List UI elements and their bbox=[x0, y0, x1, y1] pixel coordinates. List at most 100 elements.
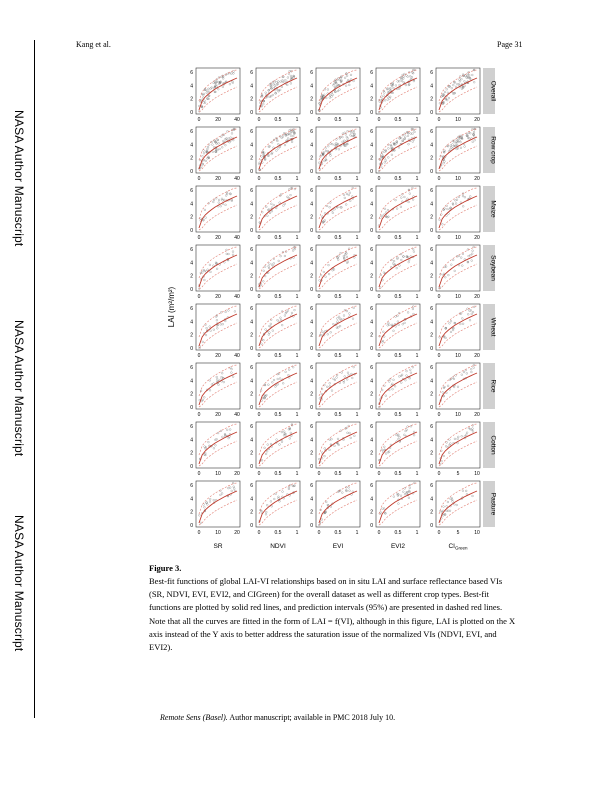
data-point bbox=[292, 76, 295, 79]
best-fit-line bbox=[378, 372, 418, 406]
data-point bbox=[453, 322, 456, 325]
y-tick-label: 4 bbox=[190, 83, 193, 89]
data-point bbox=[381, 507, 384, 510]
data-point bbox=[387, 90, 390, 93]
y-tick-label: 2 bbox=[310, 215, 313, 221]
prediction-interval-lower bbox=[438, 204, 478, 231]
y-axis-title: LAI (m²/m²) bbox=[167, 286, 176, 327]
prediction-interval-lower bbox=[438, 145, 478, 172]
data-point bbox=[224, 434, 227, 437]
figure-caption: Best-fit functions of global LAI-VI rela… bbox=[149, 575, 516, 654]
data-point bbox=[275, 438, 278, 441]
data-point bbox=[268, 325, 271, 328]
prediction-interval-lower bbox=[318, 263, 358, 290]
data-point bbox=[394, 84, 397, 87]
y-tick-label: 6 bbox=[310, 365, 313, 371]
data-point bbox=[201, 398, 204, 401]
x-tick-label: 1 bbox=[356, 176, 359, 182]
data-point bbox=[448, 509, 452, 512]
x-axis-title: NDVI bbox=[270, 543, 286, 550]
panel-frame bbox=[255, 421, 301, 469]
data-point bbox=[211, 150, 214, 153]
y-tick-label: 6 bbox=[250, 70, 253, 76]
data-point bbox=[286, 309, 290, 312]
data-point bbox=[344, 253, 347, 256]
y-tick-label: 0 bbox=[310, 405, 313, 411]
data-point bbox=[349, 129, 352, 133]
x-tick-label: 10 bbox=[215, 530, 221, 536]
data-point bbox=[220, 376, 223, 379]
data-point bbox=[468, 74, 471, 77]
data-point bbox=[442, 514, 445, 517]
data-point bbox=[267, 209, 270, 212]
data-point bbox=[391, 91, 394, 94]
y-tick-label: 4 bbox=[310, 201, 313, 207]
prediction-interval-upper bbox=[258, 128, 298, 161]
data-point bbox=[205, 91, 208, 94]
y-tick-label: 4 bbox=[250, 260, 253, 266]
x-tick-label: 10 bbox=[215, 471, 221, 477]
x-tick-label: 20 bbox=[474, 235, 480, 241]
data-point bbox=[337, 315, 341, 318]
data-point bbox=[462, 86, 465, 89]
y-tick-label: 4 bbox=[250, 319, 253, 325]
y-tick-label: 4 bbox=[250, 201, 253, 207]
data-point bbox=[327, 504, 330, 507]
data-point bbox=[409, 368, 412, 371]
data-point bbox=[406, 131, 410, 134]
data-point bbox=[328, 96, 331, 99]
data-point bbox=[466, 261, 469, 264]
data-point bbox=[349, 436, 352, 439]
data-point bbox=[219, 205, 222, 208]
x-tick-label: 0.5 bbox=[395, 176, 402, 182]
data-point bbox=[392, 262, 395, 265]
data-point bbox=[404, 84, 407, 87]
data-point bbox=[217, 142, 220, 145]
y-tick-label: 6 bbox=[250, 306, 253, 312]
prediction-interval-upper bbox=[378, 364, 418, 397]
data-point bbox=[266, 330, 269, 333]
data-point bbox=[286, 76, 289, 79]
y-tick-label: 0 bbox=[310, 110, 313, 116]
prediction-interval-lower bbox=[258, 381, 298, 408]
data-point bbox=[378, 110, 381, 114]
data-point bbox=[411, 140, 414, 143]
y-tick-label: 0 bbox=[190, 405, 193, 411]
x-tick-label: 0 bbox=[258, 117, 261, 123]
x-tick-label: 0.5 bbox=[335, 471, 342, 477]
prediction-interval-upper bbox=[438, 423, 478, 456]
data-point bbox=[452, 92, 455, 95]
data-point bbox=[343, 375, 346, 378]
data-point bbox=[272, 87, 275, 90]
prediction-interval-lower bbox=[318, 381, 358, 408]
prediction-interval-upper bbox=[378, 187, 418, 220]
data-point bbox=[394, 199, 397, 202]
data-point bbox=[346, 130, 349, 133]
data-point bbox=[399, 205, 402, 208]
data-point bbox=[232, 139, 235, 142]
running-head-page: Page 31 bbox=[497, 40, 523, 49]
x-tick-label: 0 bbox=[318, 412, 321, 418]
side-label-top: NASA Author Manuscript bbox=[12, 110, 26, 247]
data-point bbox=[277, 147, 280, 150]
data-point bbox=[206, 89, 209, 92]
data-point bbox=[215, 262, 218, 265]
data-point bbox=[397, 434, 400, 437]
data-point bbox=[264, 513, 268, 516]
best-fit-line bbox=[378, 136, 418, 170]
data-point bbox=[331, 211, 334, 214]
data-point bbox=[458, 139, 461, 142]
data-point bbox=[343, 256, 346, 259]
y-tick-label: 0 bbox=[190, 346, 193, 352]
data-point bbox=[462, 370, 466, 374]
x-tick-label: 0 bbox=[378, 412, 381, 418]
data-point bbox=[336, 317, 339, 320]
data-point bbox=[218, 198, 221, 201]
data-point bbox=[461, 317, 464, 320]
panel-frame bbox=[255, 303, 301, 351]
data-point bbox=[383, 91, 386, 94]
panel-frame bbox=[435, 303, 481, 351]
data-point bbox=[206, 503, 209, 506]
data-point bbox=[345, 192, 349, 195]
data-point bbox=[413, 434, 416, 437]
